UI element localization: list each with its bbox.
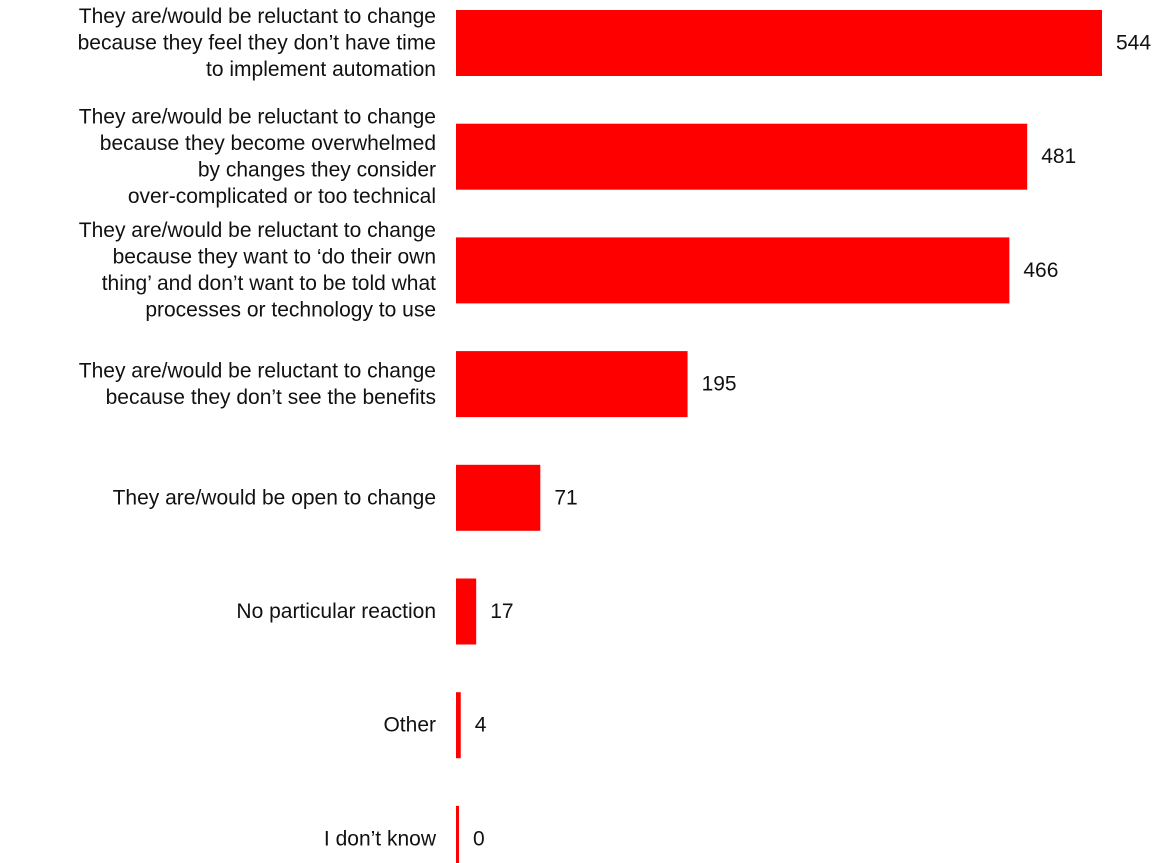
value-label-5: 17 — [490, 600, 513, 623]
category-label-line: They are/would be reluctant to change — [79, 5, 436, 28]
category-label-line: because they feel they don’t have time — [78, 32, 436, 55]
category-label-4: They are/would be open to change — [113, 486, 436, 509]
value-labels-group: 544 481 466 195 71 17 4 0 — [473, 32, 1151, 851]
bars-group — [456, 10, 1102, 863]
category-label-7: I don’t know — [324, 827, 437, 850]
category-label-line: I don’t know — [324, 827, 437, 850]
value-label-7: 0 — [473, 827, 485, 850]
bar-0 — [456, 10, 1102, 76]
category-label-line: No particular reaction — [236, 600, 436, 623]
category-label-line: by changes they consider — [198, 158, 436, 181]
category-label-line: Other — [383, 714, 436, 737]
category-label-line: to implement automation — [206, 58, 436, 81]
value-label-4: 71 — [554, 486, 577, 509]
bar-4 — [456, 464, 541, 531]
bar-1 — [456, 123, 1028, 190]
category-label-line: because they don’t see the benefits — [106, 386, 436, 409]
value-label-1: 481 — [1041, 145, 1076, 168]
category-label-6: Other — [383, 714, 436, 737]
value-label-2: 466 — [1023, 259, 1058, 282]
value-label-0: 544 — [1116, 32, 1151, 55]
category-label-line: They are/would be open to change — [113, 486, 436, 509]
category-label-line: because they want to ‘do their own — [113, 246, 436, 269]
category-label-line: thing’ and don’t want to be told what — [102, 272, 436, 295]
category-label-line: processes or technology to use — [145, 299, 436, 322]
value-label-3: 195 — [702, 373, 737, 396]
category-label-0: They are/would be reluctant to change bec… — [78, 5, 436, 81]
category-label-line: over-complicated or too technical — [128, 185, 436, 208]
category-label-1: They are/would be reluctant to change bec… — [79, 105, 436, 208]
category-label-line: because they become overwhelmed — [100, 132, 436, 155]
bar-7 — [456, 805, 459, 863]
bar-2 — [456, 237, 1010, 304]
category-label-3: They are/would be reluctant to change bec… — [79, 359, 436, 409]
bar-3 — [456, 351, 688, 418]
category-label-line: They are/would be reluctant to change — [79, 219, 436, 242]
category-label-line: They are/would be reluctant to change — [79, 359, 436, 382]
category-label-2: They are/would be reluctant to change bec… — [79, 219, 436, 322]
category-label-5: No particular reaction — [236, 600, 436, 623]
bar-5 — [456, 578, 477, 645]
bar-6 — [456, 692, 461, 759]
category-labels-group: They are/would be reluctant to change bec… — [78, 5, 437, 850]
value-label-6: 4 — [475, 714, 487, 737]
category-label-line: They are/would be reluctant to change — [79, 105, 436, 128]
